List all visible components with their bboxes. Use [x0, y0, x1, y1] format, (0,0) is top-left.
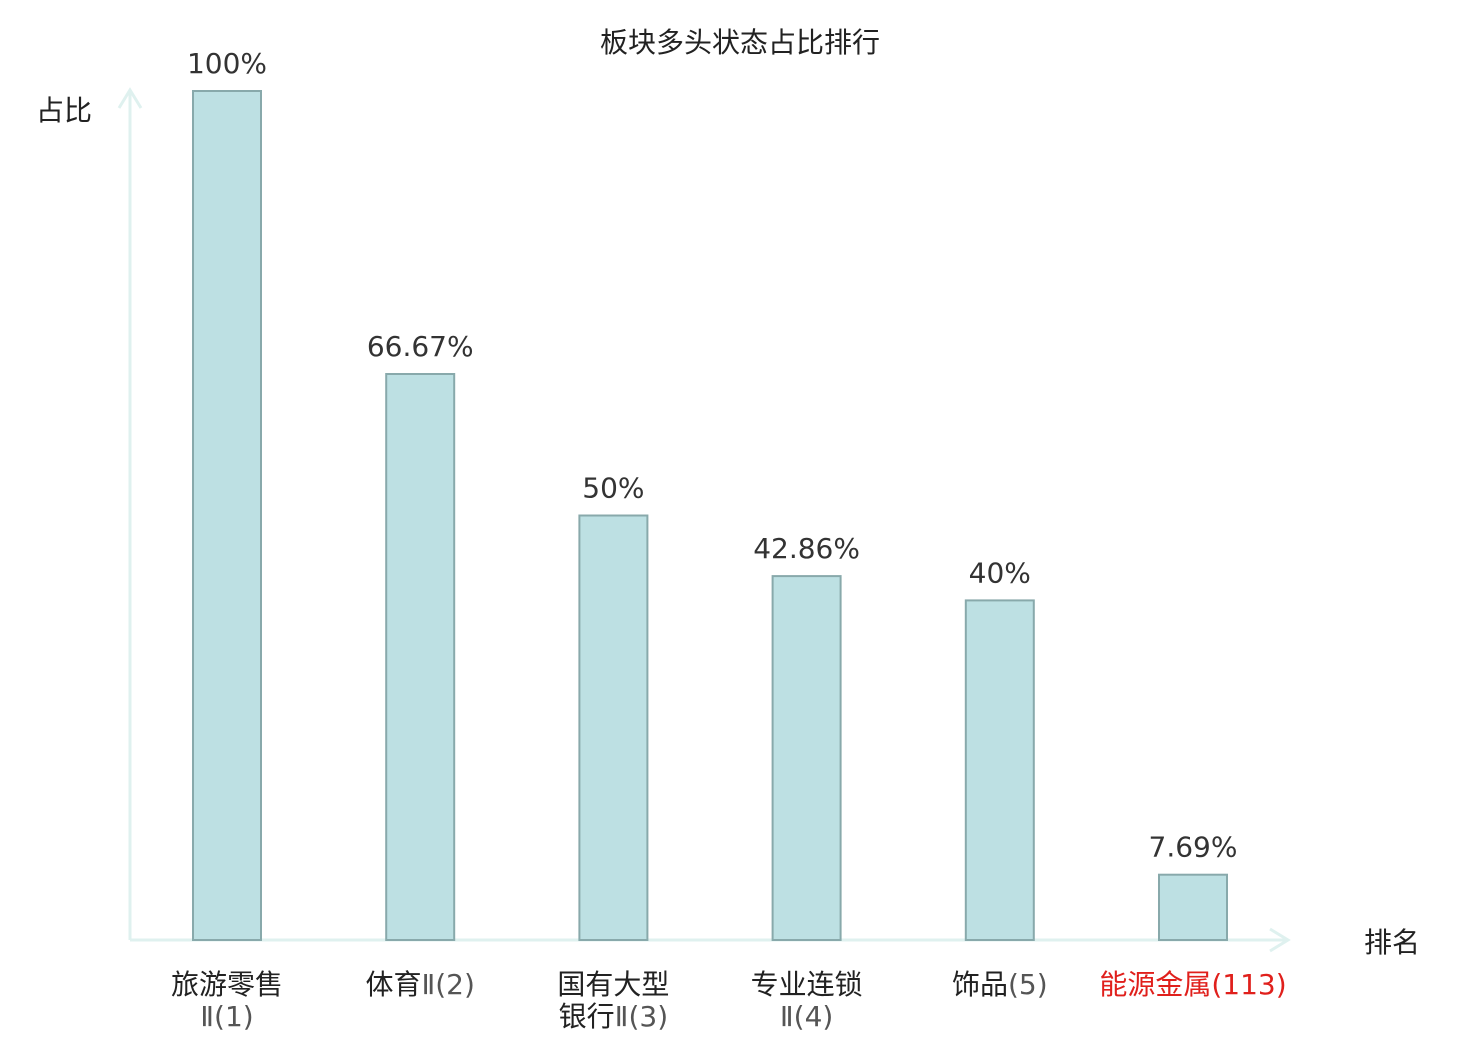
category-label-1-line-2: Ⅱ(1)	[200, 1000, 253, 1033]
category-rank-part: Ⅱ(3)	[615, 1000, 668, 1033]
value-label-5: 40%	[969, 556, 1031, 589]
chart-title: 板块多头状态占比排行	[600, 26, 880, 59]
category-rank-part: Ⅱ(4)	[780, 1000, 833, 1033]
category-name-part: 银行	[559, 1000, 615, 1033]
category-label-4-line-1: 专业连锁	[751, 968, 863, 1001]
bar-5	[964, 599, 1035, 942]
category-rank-part: (5)	[1008, 968, 1048, 1001]
bar-2	[385, 373, 456, 941]
y-axis-label: 占比	[36, 94, 92, 127]
value-label-3: 50%	[582, 472, 644, 505]
category-name-part: 饰品	[952, 968, 1008, 1001]
y-axis-arrow	[117, 87, 143, 109]
category-label-6-line-1: 能源金属(113)	[1099, 968, 1286, 1001]
bar-6	[1158, 873, 1228, 942]
category-label-3-line-1: 国有大型	[557, 968, 669, 1001]
category-label-3-line-2: 银行Ⅱ(3)	[559, 1000, 668, 1033]
category-rank-part: Ⅱ(1)	[200, 1000, 253, 1033]
value-label-6: 7.69%	[1149, 831, 1238, 864]
category-label-4-line-2: Ⅱ(4)	[780, 1000, 833, 1033]
bars-layer	[192, 90, 1228, 942]
category-label-5-line-1: 饰品(5)	[952, 968, 1048, 1001]
category-rank-part: Ⅱ(2)	[421, 968, 474, 1001]
value-label-4: 42.86%	[753, 532, 860, 565]
category-rank-part: (113)	[1211, 968, 1286, 1001]
category-label-1-line-1: 旅游零售	[171, 968, 283, 1001]
category-name-part: 能源金属	[1099, 968, 1211, 1001]
x-axis-label: 排名	[1364, 926, 1420, 959]
category-name-part: 专业连锁	[751, 968, 863, 1001]
bar-4	[771, 575, 842, 941]
bar-1	[192, 90, 262, 941]
value-label-2: 66.67%	[367, 330, 474, 363]
value-labels-layer: 100% 66.67% 50% 42.86% 40% 7.69%	[187, 47, 1238, 864]
category-name-part: 国有大型	[557, 968, 669, 1001]
category-name-part: 体育	[365, 968, 421, 1001]
axes	[117, 87, 1291, 953]
value-label-1: 100%	[187, 47, 267, 80]
bar-3	[578, 514, 649, 941]
category-label-2-line-1: 体育Ⅱ(2)	[365, 968, 474, 1001]
category-name-part: 旅游零售	[171, 968, 283, 1001]
x-axis-arrow	[1269, 927, 1291, 953]
